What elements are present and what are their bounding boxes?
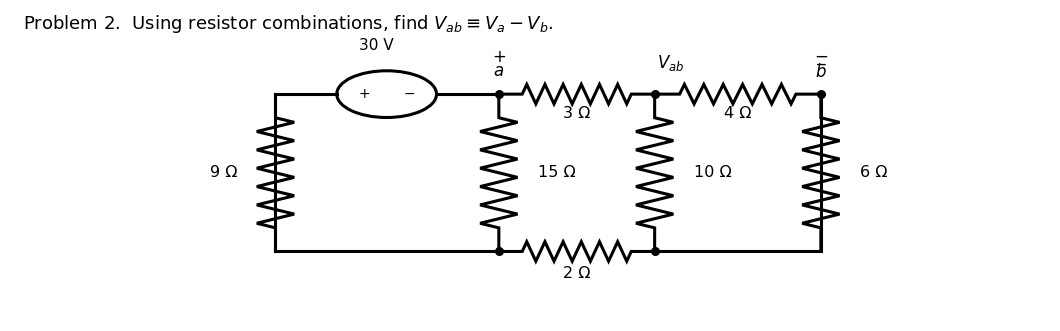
Text: 10 Ω: 10 Ω bbox=[694, 165, 731, 180]
Text: −: − bbox=[814, 48, 828, 66]
Text: a: a bbox=[494, 63, 504, 80]
Text: 30 V: 30 V bbox=[359, 38, 393, 53]
Text: 6 Ω: 6 Ω bbox=[861, 165, 888, 180]
Text: 9 Ω: 9 Ω bbox=[210, 165, 237, 180]
Text: $V_{ab}$: $V_{ab}$ bbox=[656, 53, 684, 73]
Text: 3 Ω: 3 Ω bbox=[563, 106, 590, 121]
Text: −: − bbox=[403, 87, 414, 101]
Text: +: + bbox=[358, 87, 370, 101]
Text: b̅: b̅ bbox=[815, 63, 826, 81]
Text: 2 Ω: 2 Ω bbox=[563, 266, 590, 281]
Text: 15 Ω: 15 Ω bbox=[538, 165, 576, 180]
Text: +: + bbox=[492, 48, 506, 66]
Text: Problem 2.  Using resistor combinations, find $V_{ab} \equiv V_a -V_b$.: Problem 2. Using resistor combinations, … bbox=[23, 13, 553, 35]
Text: 4 Ω: 4 Ω bbox=[724, 106, 752, 121]
